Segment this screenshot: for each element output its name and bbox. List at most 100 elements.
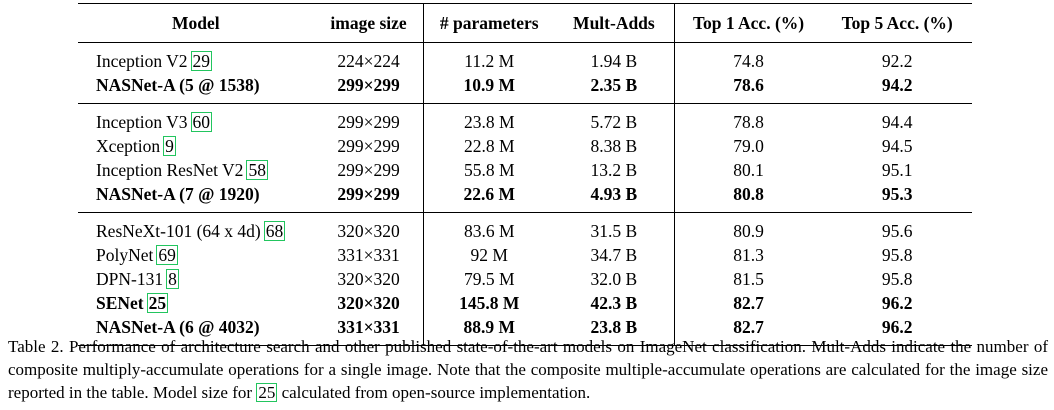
- cell-parameters: 23.8 M: [423, 103, 555, 134]
- cell-top1: 82.7: [673, 291, 823, 315]
- citation-link[interactable]: 29: [190, 51, 213, 71]
- citation-link[interactable]: 9: [163, 136, 176, 156]
- table-row: Inception V2 29 224×224 11.2 M 1.94 B 74.8 92.…: [78, 42, 972, 74]
- caption-text-end: calculated from open-source implementati…: [277, 383, 591, 402]
- model-name: PolyNet: [96, 245, 154, 265]
- cell-top1: 80.9: [673, 212, 823, 243]
- model-name: Inception V3: [96, 112, 188, 132]
- cell-image-size: 299×299: [313, 103, 424, 134]
- model-name: Inception ResNet V2: [96, 160, 244, 180]
- model-name: NASNet-A (5 @ 1538): [96, 75, 260, 95]
- cell-image-size: 224×224: [337, 51, 400, 71]
- cell-top5: 94.5: [881, 136, 913, 156]
- cell-parameters: 92 M: [423, 243, 555, 267]
- citation-link[interactable]: 60: [190, 112, 213, 132]
- cell-image-size: 331×331: [313, 315, 424, 346]
- cell-model: SENet 25: [78, 291, 314, 315]
- model-name: DPN-131: [96, 269, 164, 289]
- cell-model: NASNet-A (6 @ 4032): [78, 315, 314, 346]
- results-table-container: Model image size # parameters Mult-Adds …: [78, 3, 972, 346]
- caption-text-start: Table 2. Performance of architecture sea…: [8, 337, 1048, 402]
- citation-link[interactable]: 58: [246, 160, 268, 180]
- cell-top1: 80.8: [673, 182, 823, 213]
- citation-link[interactable]: 25: [146, 293, 169, 313]
- cell-top5: 95.8: [881, 245, 913, 265]
- cell-top1: 80.1: [673, 158, 823, 182]
- table-caption: Table 2. Performance of architecture sea…: [8, 335, 1048, 404]
- table-row: Inception ResNet V2 58 299×299 55.8 M 13.2 B…: [78, 158, 972, 182]
- table-row: NASNet-A (6 @ 4032) 331×331 88.9 M 23.8 B 82…: [78, 315, 972, 346]
- citation-link[interactable]: 69: [156, 245, 178, 265]
- cell-model: Inception V2 29: [78, 43, 314, 74]
- header-model: Model: [78, 3, 314, 43]
- table-row: PolyNet 69 331×331 92 M 34.7 B 81.3 95.8: [78, 243, 972, 267]
- cell-image-size: 331×331: [337, 245, 400, 265]
- cell-parameters: 79.5 M: [423, 267, 555, 291]
- cell-mult-adds: 32.0 B: [590, 269, 638, 289]
- cell-top5: 95.3: [881, 184, 913, 204]
- cell-top5: 95.8: [881, 269, 913, 289]
- model-name: SENet: [96, 293, 144, 313]
- cell-image-size: 299×299: [337, 184, 400, 204]
- cell-top5: 94.2: [881, 75, 913, 95]
- header-image-size: image size: [313, 3, 424, 43]
- cell-image-size: 299×299: [337, 136, 400, 156]
- citation-link[interactable]: 68: [263, 221, 286, 241]
- cell-top5: 95.6: [822, 212, 972, 243]
- cell-top5: 95.1: [881, 160, 913, 180]
- cell-parameters: 145.8 M: [423, 291, 555, 315]
- cell-model: Inception ResNet V2 58: [78, 158, 314, 182]
- cell-mult-adds: 4.93 B: [590, 184, 638, 204]
- cell-parameters: 22.8 M: [423, 134, 555, 158]
- cell-top1: 79.0: [673, 134, 823, 158]
- table-row: Xception 9 299×299 22.8 M 8.38 B 79.0 94.5: [78, 134, 972, 158]
- table-row: DPN-131 8 320×320 79.5 M 32.0 B 81.5 95.8: [78, 267, 972, 291]
- cell-image-size: 299×299: [337, 160, 400, 180]
- cell-image-size: 320×320: [337, 293, 400, 313]
- model-name: ResNeXt-101 (64 x 4d): [96, 221, 261, 241]
- citation-link[interactable]: 8: [166, 269, 179, 289]
- cell-parameters: 10.9 M: [423, 73, 555, 104]
- table-header-row: Model image size # parameters Mult-Adds …: [78, 3, 972, 43]
- table-body: Inception V2 29 224×224 11.2 M 1.94 B 74.8 92.…: [78, 42, 972, 346]
- header-mult-adds: Mult-Adds: [554, 3, 675, 43]
- cell-model: ResNeXt-101 (64 x 4d) 68: [78, 212, 314, 243]
- cell-top1: 78.8: [673, 103, 823, 134]
- caption-citation-link[interactable]: 25: [256, 383, 278, 402]
- cell-model: Xception 9: [78, 134, 314, 158]
- cell-image-size: 320×320: [337, 269, 400, 289]
- model-name: NASNet-A (7 @ 1920): [96, 184, 260, 204]
- cell-parameters: 83.6 M: [423, 212, 555, 243]
- cell-parameters: 11.2 M: [423, 42, 555, 73]
- cell-top1: 74.8: [673, 42, 823, 73]
- model-name: Inception V2: [96, 51, 188, 71]
- cell-mult-adds: 5.72 B: [554, 103, 675, 134]
- cell-top5: 96.2: [881, 293, 913, 313]
- cell-model: NASNet-A (7 @ 1920): [78, 182, 314, 213]
- results-table: Model image size # parameters Mult-Adds …: [78, 3, 972, 346]
- cell-model: Inception V3 60: [78, 103, 314, 134]
- cell-top5: 96.2: [822, 315, 972, 346]
- cell-mult-adds: 23.8 B: [554, 315, 675, 346]
- cell-top1: 78.6: [673, 73, 823, 104]
- cell-parameters: 22.6 M: [423, 182, 555, 213]
- table-row: ResNeXt-101 (64 x 4d) 68 320×320 83.6 M 31.5…: [78, 212, 972, 243]
- cell-mult-adds: 8.38 B: [590, 136, 638, 156]
- header-top5: Top 5 Acc. (%): [822, 3, 972, 43]
- cell-mult-adds: 34.7 B: [590, 245, 638, 265]
- cell-parameters: 88.9 M: [423, 315, 555, 346]
- cell-image-size: 299×299: [337, 75, 400, 95]
- table-row: Inception V3 60 299×299 23.8 M 5.72 B 78.8 94.…: [78, 103, 972, 134]
- cell-parameters: 55.8 M: [423, 158, 555, 182]
- cell-mult-adds: 42.3 B: [590, 293, 638, 313]
- cell-top1: 81.5: [673, 267, 823, 291]
- table-row: NASNet-A (5 @ 1538) 299×299 10.9 M 2.35 B 78…: [78, 73, 972, 104]
- model-name: NASNet-A (6 @ 4032): [96, 317, 260, 337]
- cell-image-size: 320×320: [313, 212, 424, 243]
- cell-model: PolyNet 69: [78, 243, 314, 267]
- cell-top5: 94.4: [822, 103, 972, 134]
- cell-mult-adds: 31.5 B: [554, 212, 675, 243]
- table-row: NASNet-A (7 @ 1920) 299×299 22.6 M 4.93 B 80…: [78, 182, 972, 213]
- cell-top1: 82.7: [673, 315, 823, 346]
- table-row: SENet 25 320×320 145.8 M 42.3 B 82.7 96.2: [78, 291, 972, 315]
